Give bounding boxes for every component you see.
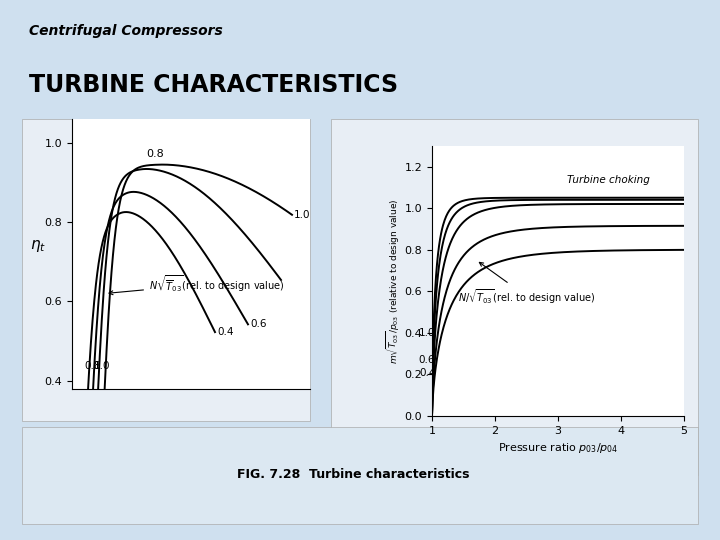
Text: 0.6: 0.6: [418, 355, 435, 366]
Text: $N/\sqrt{T_{03}}$(rel. to design value): $N/\sqrt{T_{03}}$(rel. to design value): [458, 262, 595, 306]
Text: Centrifugal Compressors: Centrifugal Compressors: [29, 24, 222, 38]
Text: 0.8: 0.8: [85, 361, 101, 371]
Text: Turbine choking: Turbine choking: [567, 175, 650, 185]
Text: 0.6: 0.6: [251, 319, 266, 329]
Y-axis label: $\eta_t$: $\eta_t$: [30, 238, 45, 254]
Text: FIG. 7.28  Turbine characteristics: FIG. 7.28 Turbine characteristics: [237, 468, 469, 481]
Text: 1.0: 1.0: [294, 210, 311, 220]
Text: 0.4: 0.4: [419, 368, 436, 379]
Text: TURBINE CHARACTERISTICS: TURBINE CHARACTERISTICS: [29, 73, 398, 97]
Text: 1.0: 1.0: [94, 361, 110, 371]
Text: 0.4: 0.4: [217, 327, 234, 337]
Text: 0.8: 0.8: [147, 148, 164, 159]
Text: 1.0: 1.0: [418, 328, 435, 338]
X-axis label: Pressure ratio $p_{03}/p_{04}$: Pressure ratio $p_{03}/p_{04}$: [498, 441, 618, 455]
Text: $N\sqrt{\overline{T}_{03}}$(rel. to design value): $N\sqrt{\overline{T}_{03}}$(rel. to desi…: [109, 273, 284, 295]
Y-axis label: $m\sqrt{T_{03}}/p_{03}$ (relative to design value): $m\sqrt{T_{03}}/p_{03}$ (relative to des…: [384, 198, 402, 363]
